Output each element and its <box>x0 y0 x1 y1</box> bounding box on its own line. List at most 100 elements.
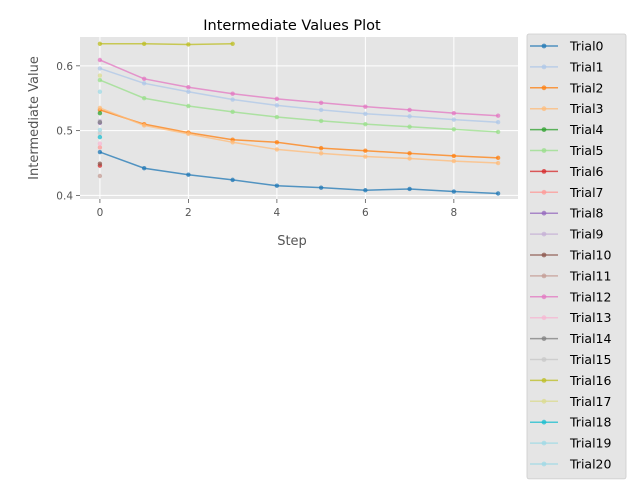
data-point <box>141 76 147 81</box>
legend-swatch-marker <box>541 85 547 91</box>
data-point <box>318 118 324 124</box>
x-tick-label: 0 <box>97 207 104 219</box>
series-trial3 <box>97 105 501 166</box>
legend-label: Trial15 <box>569 352 611 367</box>
series-line <box>99 59 499 117</box>
series-trial19 <box>97 89 103 94</box>
data-point <box>407 156 412 161</box>
data-point <box>97 77 103 83</box>
legend-label: Trial11 <box>569 268 611 283</box>
series-trial11 <box>97 173 103 179</box>
legend-label: Trial3 <box>569 101 604 116</box>
y-tick-label: 0.6 <box>56 61 73 73</box>
legend-swatch-marker <box>541 189 547 195</box>
legend-swatch-marker <box>541 440 547 446</box>
data-point <box>97 149 103 155</box>
legend-label: Trial0 <box>569 39 604 54</box>
data-point <box>451 189 457 194</box>
x-axis-label: Step <box>277 234 307 249</box>
legend-swatch-marker <box>541 294 547 300</box>
data-point <box>363 121 368 127</box>
legend-swatch-marker <box>541 43 547 49</box>
data-point <box>407 186 412 192</box>
data-point <box>97 141 103 146</box>
legend-item: Trial19 <box>530 436 611 451</box>
data-point <box>363 104 368 109</box>
plot-area <box>80 37 518 199</box>
y-tick-label: 0.4 <box>56 190 73 202</box>
legend-label: Trial1 <box>569 59 604 74</box>
data-point <box>451 158 457 164</box>
data-point <box>230 91 235 96</box>
data-point <box>186 131 191 137</box>
legend-item: Trial9 <box>530 227 604 242</box>
legend-swatch-marker <box>541 106 547 112</box>
data-point <box>318 185 324 190</box>
legend-label: Trial14 <box>569 331 611 346</box>
series-trial18 <box>97 134 103 140</box>
legend-box <box>526 33 627 480</box>
legend-swatch-marker <box>541 148 547 153</box>
x-tick-label: 8 <box>451 207 458 219</box>
legend-label: Trial2 <box>569 80 604 95</box>
series-line <box>99 43 233 46</box>
legend-swatch-marker <box>541 419 547 425</box>
series-trial14 <box>97 120 103 125</box>
data-point <box>230 109 235 115</box>
data-point <box>97 73 103 78</box>
legend-item: Trial18 <box>530 415 611 430</box>
data-point <box>363 148 368 153</box>
data-point <box>451 127 457 132</box>
legend-swatch-marker <box>541 252 547 258</box>
series-trial10 <box>97 161 103 166</box>
legend-label: Trial18 <box>569 415 611 430</box>
series-line <box>99 67 499 123</box>
data-point <box>230 140 235 145</box>
data-point <box>495 129 501 135</box>
data-point <box>451 110 457 116</box>
data-point <box>141 41 147 47</box>
series-line <box>99 79 499 133</box>
legend-item: Trial12 <box>530 289 611 304</box>
series-line <box>99 151 499 195</box>
legend-label: Trial6 <box>569 164 604 179</box>
y-tick-label: 0.5 <box>56 126 73 138</box>
legend-swatch-marker <box>541 210 547 216</box>
legend: Trial0 Trial1 Trial2 Trial3 Trial4 Trial5 Tria… <box>526 33 627 480</box>
data-point <box>141 123 147 128</box>
legend-item: Trial3 <box>530 101 604 116</box>
data-point <box>97 89 103 94</box>
y-axis-label: Intermediate Value <box>27 56 42 180</box>
data-point <box>141 166 147 171</box>
legend-item: Trial11 <box>530 268 611 283</box>
legend-item: Trial14 <box>530 331 611 346</box>
data-point <box>97 134 103 140</box>
data-point <box>186 42 191 47</box>
series-trial15 <box>97 131 103 136</box>
data-point <box>495 160 501 166</box>
series-trial5 <box>97 77 501 135</box>
legend-item: Trial1 <box>530 59 604 74</box>
data-point <box>97 127 103 133</box>
data-point <box>318 100 324 105</box>
series-line <box>99 107 499 164</box>
legend-label: Trial4 <box>569 122 604 137</box>
data-point <box>363 111 368 116</box>
series-layer <box>97 41 501 196</box>
legend-swatch-marker <box>541 357 547 362</box>
legend-item: Trial0 <box>530 39 604 54</box>
legend-item: Trial15 <box>530 352 611 367</box>
x-tick-label: 6 <box>362 207 369 219</box>
series-trial13 <box>97 141 103 146</box>
legend-item: Trial17 <box>530 394 611 409</box>
chart-title: Intermediate Values Plot <box>203 18 381 34</box>
data-point <box>407 114 412 119</box>
data-point <box>407 124 412 129</box>
data-point <box>97 105 103 111</box>
data-point <box>451 153 457 159</box>
legend-label: Trial7 <box>569 185 604 200</box>
data-point <box>186 85 191 90</box>
series-line <box>99 109 499 159</box>
data-point <box>230 177 235 183</box>
